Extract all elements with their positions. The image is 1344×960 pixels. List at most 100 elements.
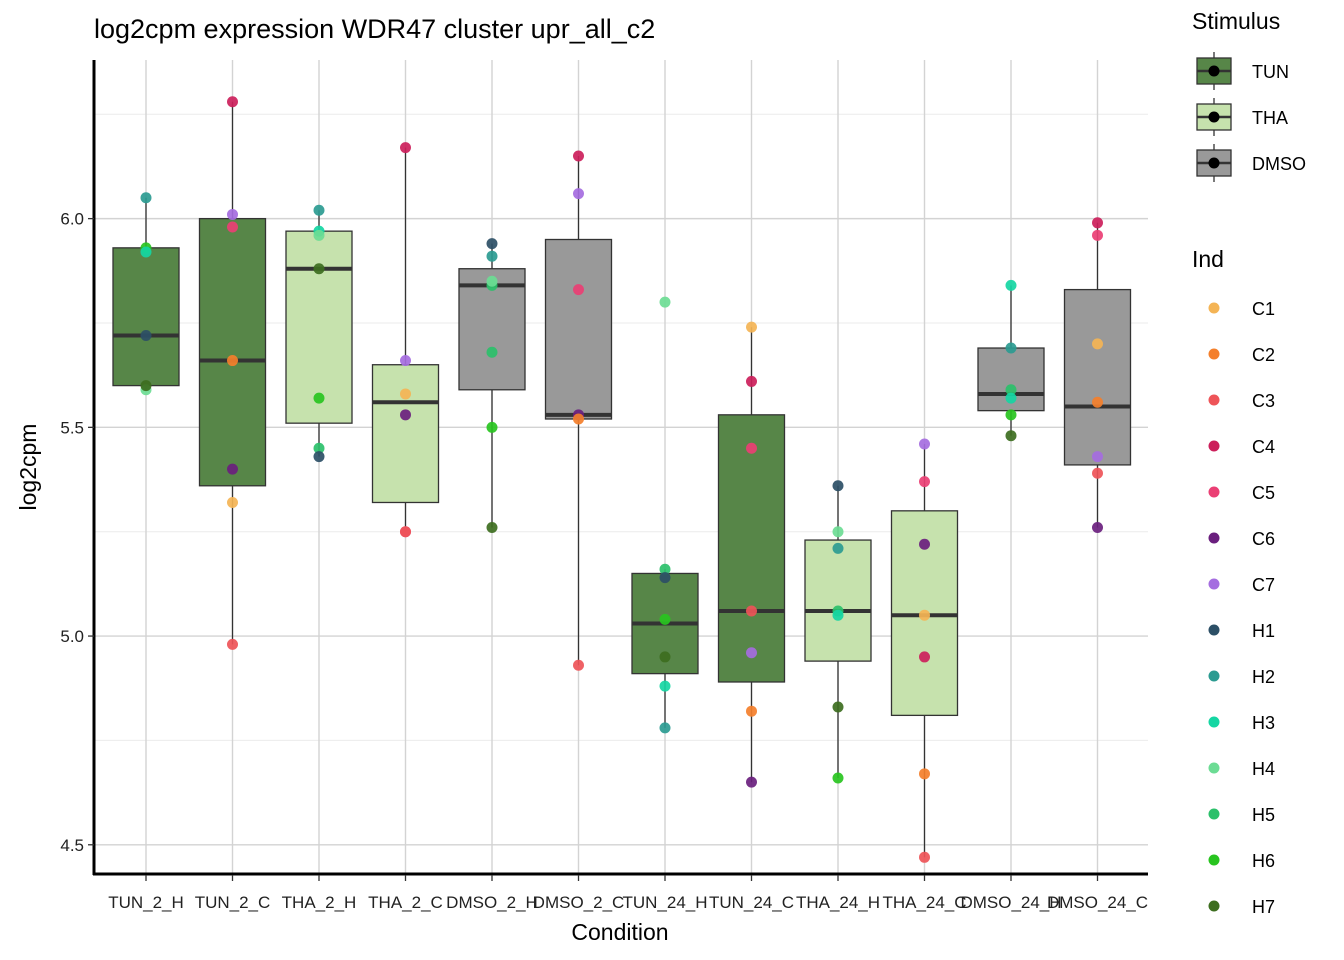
y-tick-label: 5.5 <box>60 418 84 437</box>
data-point-h5 <box>659 563 671 575</box>
legend-ind-item: H4 <box>1208 759 1275 779</box>
legend-stimulus-label: TUN <box>1252 62 1289 82</box>
data-point-h1 <box>140 330 152 342</box>
legend-stimulus-label: DMSO <box>1252 154 1306 174</box>
data-point-c4 <box>573 150 584 162</box>
y-ticks: 4.5 5.0 5.5 6.0 <box>60 210 94 855</box>
legend-ind-label: C2 <box>1252 345 1275 365</box>
box-iqr <box>198 217 267 487</box>
data-point-c1 <box>227 496 238 508</box>
data-point-c3 <box>573 659 584 671</box>
data-point-c3 <box>746 605 757 617</box>
box-tun-24-c <box>717 327 786 783</box>
legend-stimulus-item: THA <box>1196 98 1288 136</box>
legend-ind-label: H2 <box>1252 667 1275 687</box>
data-point-c5 <box>746 442 757 454</box>
data-point-c3 <box>400 526 411 538</box>
box-tha-24-c <box>890 444 959 858</box>
legend-ind-swatch <box>1208 440 1220 452</box>
data-point-c7 <box>227 208 238 220</box>
data-point-h2 <box>659 722 671 734</box>
legend-ind-swatch <box>1208 808 1220 820</box>
legend-point <box>1208 157 1220 169</box>
y-tick-label: 6.0 <box>60 210 84 229</box>
x-tick-label: DMSO_2_H <box>446 893 538 912</box>
legend-ind-label: H6 <box>1252 851 1275 871</box>
data-point-c2 <box>573 413 584 425</box>
data-point-h1 <box>313 451 325 463</box>
data-point-h1 <box>832 480 844 492</box>
data-point-h7 <box>659 651 671 663</box>
data-point-c3 <box>1092 467 1103 479</box>
legend-ind-swatch <box>1208 900 1220 912</box>
data-point-c1 <box>746 321 757 333</box>
x-tick-label: THA_2_C <box>368 893 443 912</box>
data-point-h7 <box>1005 430 1017 442</box>
data-point-h3 <box>832 609 844 621</box>
legend-point <box>1208 65 1220 77</box>
box-layer <box>112 101 1132 858</box>
data-point-h7 <box>313 263 325 275</box>
data-point-c2 <box>746 705 757 717</box>
data-point-c5 <box>227 221 238 233</box>
legend-ind-item: C1 <box>1208 299 1275 319</box>
x-tick-label: TUN_2_C <box>195 893 271 912</box>
x-axis-title: Condition <box>571 919 668 945</box>
box-iqr <box>285 230 353 424</box>
data-point-c1 <box>919 609 930 621</box>
data-point-h3 <box>140 246 152 258</box>
legend-stimulus-title: Stimulus <box>1192 8 1280 34</box>
box-iqr <box>544 238 613 420</box>
data-point-h7 <box>486 522 498 534</box>
legend-ind-item: H1 <box>1208 621 1275 641</box>
legend-ind-item: C4 <box>1208 437 1275 457</box>
y-tick-label: 4.5 <box>60 836 84 855</box>
data-point-h4 <box>486 275 498 287</box>
data-point-c6 <box>227 463 238 475</box>
data-point-c3 <box>227 638 238 650</box>
legend-ind-item: H6 <box>1208 851 1275 871</box>
x-tick-label: DMSO_24_H <box>960 893 1061 912</box>
legend-ind-swatch <box>1208 854 1220 866</box>
data-point-c5 <box>919 476 930 488</box>
legend-ind-swatch <box>1208 716 1220 728</box>
x-tick-label: THA_24_C <box>882 893 966 912</box>
legend-ind-label: H4 <box>1252 759 1275 779</box>
legend-ind-label: C7 <box>1252 575 1275 595</box>
legend-ind-swatch <box>1208 486 1220 498</box>
data-point-c3 <box>919 851 930 863</box>
data-point-h2 <box>486 250 498 262</box>
data-point-h6 <box>313 392 325 404</box>
data-point-h2 <box>832 542 844 554</box>
data-point-c6 <box>400 409 411 421</box>
data-point-c2 <box>227 355 238 367</box>
data-point-c7 <box>1092 451 1103 463</box>
data-point-c7 <box>919 438 930 450</box>
legend-stimulus-label: THA <box>1252 108 1288 128</box>
data-point-h4 <box>313 229 325 241</box>
x-tick-label: TUN_24_C <box>709 893 794 912</box>
axes <box>92 60 1148 876</box>
data-point-c1 <box>1092 338 1103 350</box>
data-point-c6 <box>1092 522 1103 534</box>
data-point-h4 <box>659 296 671 308</box>
legend-ind-label: C1 <box>1252 299 1275 319</box>
data-point-c7 <box>400 355 411 367</box>
data-point-h5 <box>1005 384 1017 396</box>
data-point-c6 <box>746 776 757 788</box>
data-point-h3 <box>1005 279 1017 291</box>
x-tick-label: TUN_2_H <box>108 893 184 912</box>
data-point-c2 <box>919 768 930 780</box>
data-point-h5 <box>486 346 498 358</box>
legend-ind-item: C3 <box>1208 391 1275 411</box>
box-tun-2-c <box>198 101 267 645</box>
legend-ind-item: C5 <box>1208 483 1275 503</box>
legend-ind-label: C3 <box>1252 391 1275 411</box>
legend-ind-label: C6 <box>1252 529 1275 549</box>
legend-ind-item: C7 <box>1208 575 1275 595</box>
x-tick-label: THA_2_H <box>282 893 357 912</box>
data-point-h3 <box>659 680 671 692</box>
data-point-c4 <box>746 375 757 387</box>
box-iqr <box>112 247 180 387</box>
data-point-c5 <box>573 284 584 296</box>
